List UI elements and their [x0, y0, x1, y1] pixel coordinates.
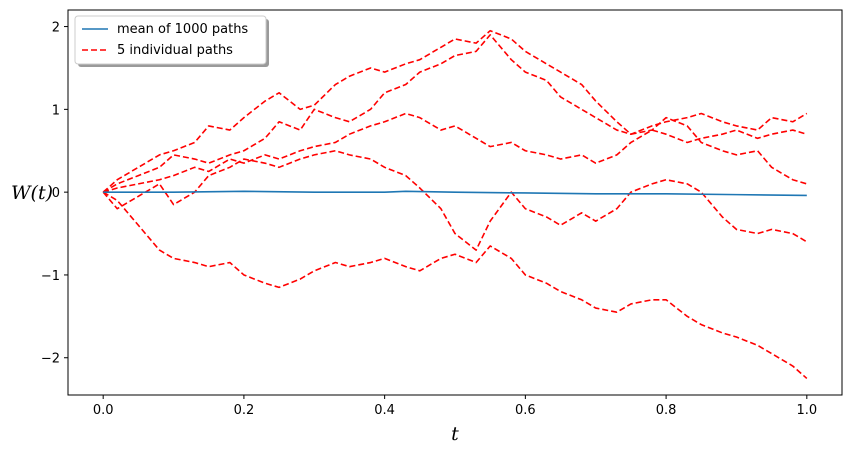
plot-lines — [102, 29, 808, 380]
legend-label-mean: mean of 1000 paths — [117, 22, 248, 37]
legend-label-individual: 5 individual paths — [117, 43, 233, 58]
series-line-individual-path — [102, 112, 808, 193]
y-tick-label: −1 — [41, 269, 60, 284]
series-line-individual-path — [102, 34, 808, 193]
series-line-individual-path — [102, 149, 808, 251]
legend: mean of 1000 paths 5 individual paths — [74, 15, 269, 67]
x-tick-label: 0.4 — [374, 403, 395, 418]
legend-box — [74, 15, 267, 65]
y-tick-label: −2 — [41, 352, 60, 367]
plot-frame — [67, 9, 843, 396]
x-tick-label: 0.6 — [515, 403, 536, 418]
y-axis-label: W(t) — [11, 182, 53, 204]
y-tick-label: 2 — [52, 21, 60, 36]
y-tick-label: 0 — [52, 186, 60, 201]
x-tick-label: 0.8 — [656, 403, 677, 418]
x-tick-label: 1.0 — [796, 403, 817, 418]
x-tick-label: 0.2 — [234, 403, 255, 418]
series-line-individual-path — [102, 191, 808, 380]
y-axis-ticks: 2 1 0 −1 −2 — [41, 21, 68, 367]
x-tick-label: 0.0 — [93, 403, 114, 418]
y-tick-label: 1 — [52, 103, 60, 118]
series-line-mean — [103, 190, 807, 197]
x-axis-ticks: 0.0 0.2 0.4 0.6 0.8 1.0 — [93, 395, 817, 418]
x-axis-label: t — [451, 423, 459, 445]
